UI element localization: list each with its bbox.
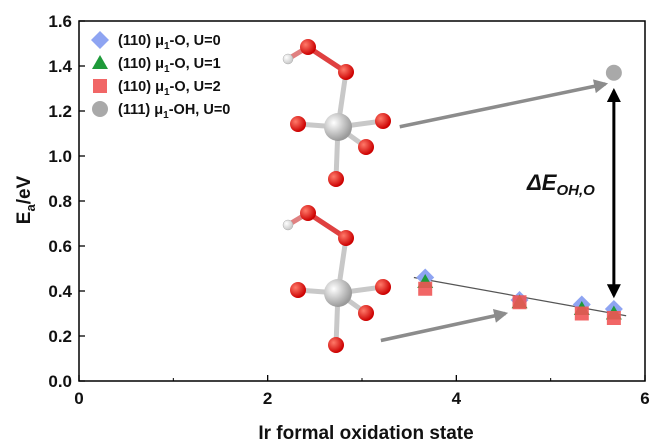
structure-arrow xyxy=(380,309,509,343)
series-2 xyxy=(418,281,621,325)
oxygen-atom xyxy=(375,279,391,295)
legend-label-sub: 1 xyxy=(164,87,170,98)
data-points xyxy=(416,64,623,325)
oxygen-atom xyxy=(338,64,354,80)
legend-marker xyxy=(93,79,107,93)
oxygen-atom xyxy=(328,337,344,353)
legend-label: (110) μ1-O, U=1 xyxy=(118,56,221,75)
data-point xyxy=(606,311,621,325)
delta-e-main: ΔE xyxy=(526,170,558,195)
y-tick-label: 1.2 xyxy=(48,102,72,121)
delta-e-annotation: ΔEOH,O xyxy=(526,170,595,199)
axes xyxy=(78,20,646,382)
legend-label-pre: (110) μ xyxy=(118,56,164,72)
x-tick-label: 0 xyxy=(74,389,83,408)
legend-label-sub: 1 xyxy=(164,64,170,75)
data-point xyxy=(512,295,527,310)
series-0 xyxy=(416,268,623,318)
y-tick-label: 1.6 xyxy=(48,12,72,31)
oxygen-atom xyxy=(358,139,374,155)
iridium-atom xyxy=(324,113,352,141)
y-axis-title: Ea/eV xyxy=(14,175,38,224)
oxygen-atom xyxy=(300,39,316,55)
x-axis-title: Ir formal oxidation state xyxy=(258,423,473,444)
legend-label-sub: 1 xyxy=(164,41,170,52)
legend-entry-0: (110) μ1-O, U=0 xyxy=(91,31,221,52)
legend-label-sub: 1 xyxy=(163,110,169,121)
data-point xyxy=(418,281,433,296)
oxygen-atom xyxy=(358,305,374,321)
legend-entry-1: (110) μ1-O, U=1 xyxy=(92,55,221,75)
y-axis-title-sub: a xyxy=(23,204,38,212)
oxygen-atom xyxy=(338,230,354,246)
oxygen-atom xyxy=(300,205,316,221)
data-point xyxy=(605,64,622,81)
series-3 xyxy=(605,64,622,81)
plot-frame xyxy=(78,20,646,382)
legend-marker xyxy=(92,55,108,69)
iridium-atom xyxy=(324,279,352,307)
legend-label-post: -O, U=1 xyxy=(170,56,221,72)
legend-label-post: -OH, U=0 xyxy=(169,102,231,118)
molecule-structures xyxy=(282,39,391,353)
arrows xyxy=(380,79,621,343)
y-tick-label: 0.2 xyxy=(48,327,72,346)
y-tick-label: 0.0 xyxy=(48,372,72,391)
oxygen-atom xyxy=(290,116,306,132)
y-tick-label: 0.6 xyxy=(48,237,72,256)
x-tick-label: 4 xyxy=(452,389,462,408)
structure-arrow xyxy=(399,79,609,129)
oxygen-atom xyxy=(375,113,391,129)
legend-label: (111) μ1-OH, U=0 xyxy=(118,102,230,121)
y-axis-title-unit: /eV xyxy=(14,175,35,204)
legend-entry-2: (110) μ1-O, U=2 xyxy=(93,79,221,98)
ticks: 0 2 4 6 0.0 0.2 0.4 0.6 0.8 1.0 1.2 1.4 1.6 xyxy=(48,12,649,408)
legend: (110) μ1-O, U=0(110) μ1-O, U=1(110) μ1-O… xyxy=(91,31,230,121)
data-point xyxy=(574,306,589,321)
hydrogen-atom xyxy=(282,53,294,65)
legend-label: (110) μ1-O, U=2 xyxy=(118,79,221,98)
legend-label-pre: (110) μ xyxy=(118,33,164,49)
molecule-oh xyxy=(282,39,391,187)
y-tick-label: 1.0 xyxy=(48,147,72,166)
y-tick-label: 0.8 xyxy=(48,192,72,211)
x-tick-label: 2 xyxy=(263,389,272,408)
legend-label-post: -O, U=0 xyxy=(170,33,221,49)
oxygen-atom xyxy=(328,171,344,187)
legend-marker xyxy=(92,101,108,117)
legend-label-pre: (110) μ xyxy=(118,79,164,95)
legend-marker xyxy=(91,31,109,49)
hydrogen-atom xyxy=(282,219,294,231)
legend-label-pre: (111) μ xyxy=(118,102,163,118)
x-tick-label: 6 xyxy=(640,389,649,408)
legend-label: (110) μ1-O, U=0 xyxy=(118,33,221,52)
legend-entry-3: (111) μ1-OH, U=0 xyxy=(92,101,230,121)
delta-e-sub: OH,O xyxy=(556,182,595,199)
y-axis-title-main: E xyxy=(14,212,35,225)
legend-label-post: -O, U=2 xyxy=(170,79,221,95)
y-tick-label: 1.4 xyxy=(48,57,72,76)
oxygen-atom xyxy=(290,282,306,298)
molecule-o xyxy=(282,205,391,353)
y-tick-label: 0.4 xyxy=(48,282,72,301)
